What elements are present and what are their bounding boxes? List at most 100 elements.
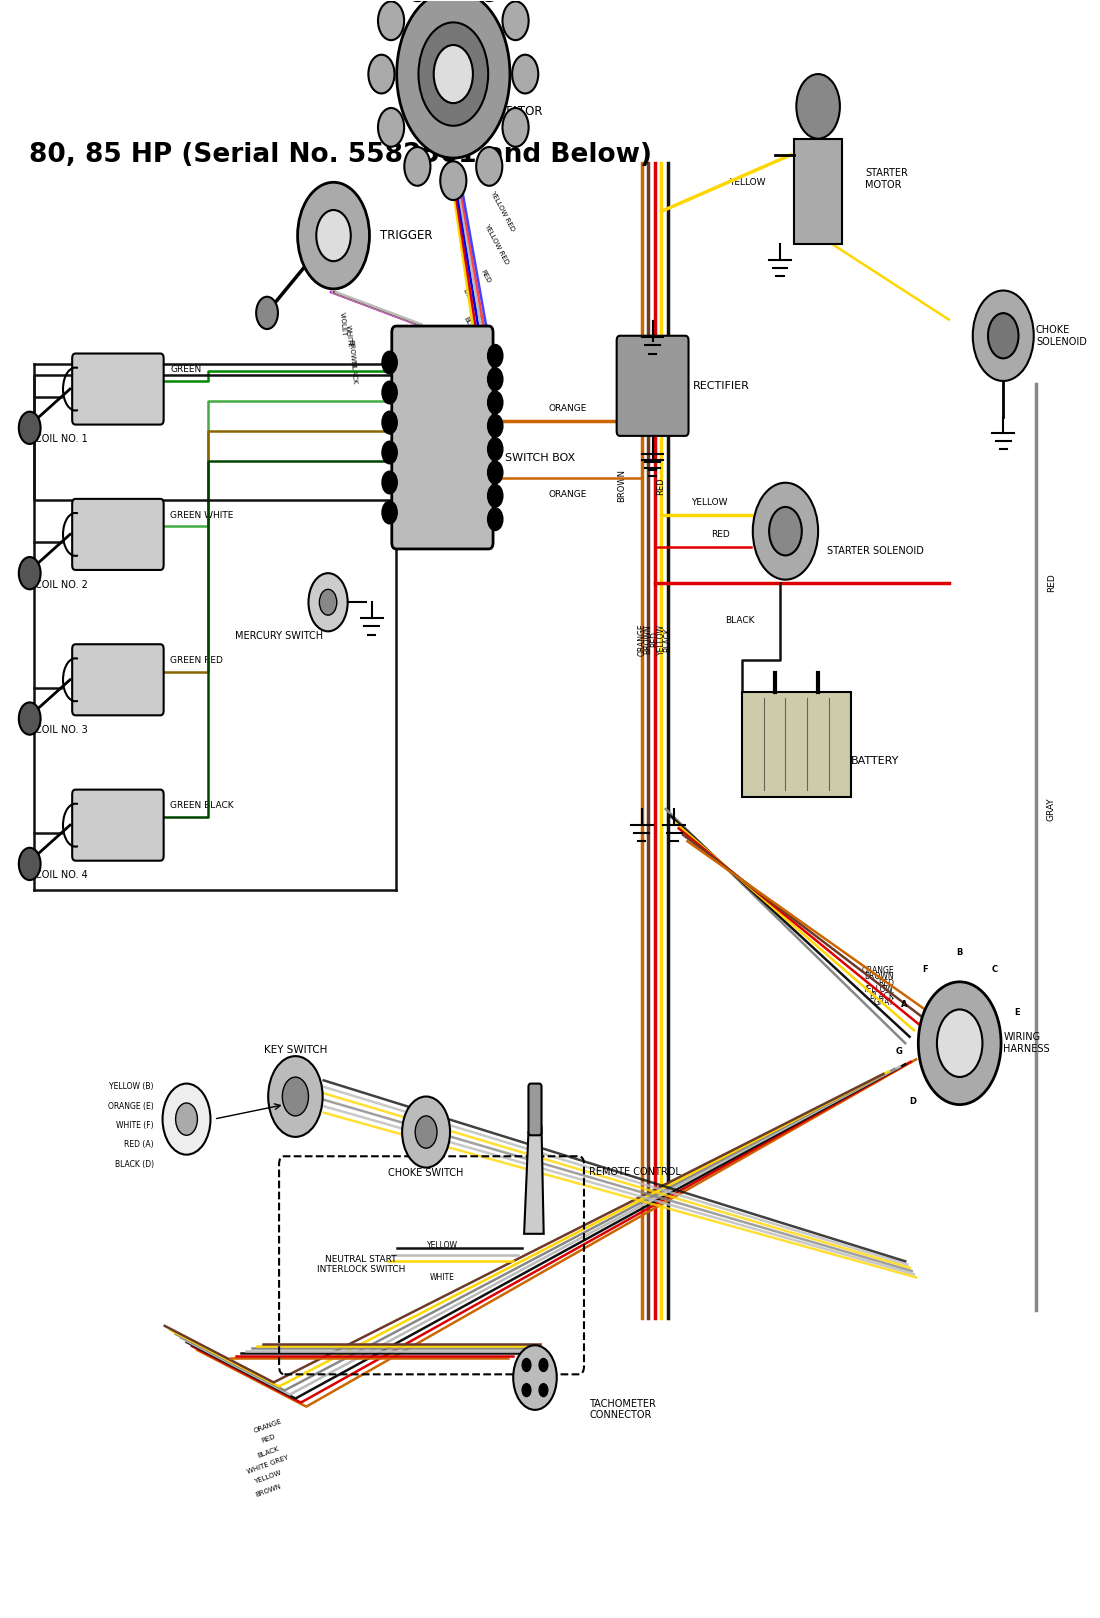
Text: TRIGGER: TRIGGER — [381, 230, 433, 243]
Circle shape — [487, 367, 503, 390]
Circle shape — [382, 471, 397, 493]
Circle shape — [415, 1116, 437, 1149]
Circle shape — [937, 1010, 982, 1078]
Text: GREEN BLACK: GREEN BLACK — [170, 801, 234, 811]
Text: YELLOW (B): YELLOW (B) — [109, 1082, 154, 1091]
Circle shape — [487, 392, 503, 414]
FancyBboxPatch shape — [528, 1084, 541, 1136]
Text: BROWN: BROWN — [617, 469, 627, 503]
Text: YELLOW: YELLOW — [864, 985, 894, 995]
Text: BLACK: BLACK — [88, 697, 118, 707]
Text: COIL NO. 3: COIL NO. 3 — [35, 725, 88, 735]
Circle shape — [514, 1345, 557, 1409]
Text: F: F — [922, 964, 927, 974]
Circle shape — [539, 1383, 548, 1396]
Text: B: B — [957, 948, 962, 958]
Circle shape — [378, 108, 404, 147]
Text: YELLOW: YELLOW — [427, 1241, 458, 1249]
Text: BLACK: BLACK — [88, 552, 118, 561]
Text: RED: RED — [878, 979, 894, 989]
Text: COIL NO. 2: COIL NO. 2 — [35, 579, 88, 589]
Text: BLACK: BLACK — [88, 408, 118, 416]
Circle shape — [317, 210, 351, 260]
Text: YELLOW RED: YELLOW RED — [484, 222, 510, 265]
Circle shape — [19, 557, 41, 589]
Circle shape — [487, 438, 503, 461]
Text: RED (A): RED (A) — [124, 1141, 154, 1149]
Text: MERCURY SWITCH: MERCURY SWITCH — [235, 631, 323, 641]
Circle shape — [283, 1078, 308, 1116]
Circle shape — [403, 1097, 450, 1168]
Text: E: E — [1014, 1008, 1020, 1016]
Text: BLUE WHITE: BLUE WHITE — [462, 288, 487, 328]
Circle shape — [487, 461, 503, 484]
Text: 80, 85 HP (Serial No. 5582561 and Below): 80, 85 HP (Serial No. 5582561 and Below) — [29, 142, 651, 168]
Text: G: G — [895, 1047, 902, 1055]
Circle shape — [405, 147, 430, 186]
Text: YELLOW RED: YELLOW RED — [490, 189, 516, 233]
Text: D: D — [910, 1097, 916, 1105]
Text: ORANGE: ORANGE — [637, 623, 646, 655]
Text: RED: RED — [480, 269, 492, 283]
Circle shape — [503, 108, 529, 147]
Text: ORANGE: ORANGE — [549, 404, 586, 413]
Circle shape — [487, 414, 503, 437]
Text: BLUE: BLUE — [463, 316, 476, 333]
Text: WHITE: WHITE — [430, 1273, 455, 1281]
Text: A: A — [901, 1000, 908, 1010]
Text: BLACK: BLACK — [256, 1445, 279, 1458]
Text: BLACK: BLACK — [88, 843, 118, 853]
Circle shape — [308, 573, 348, 631]
Circle shape — [19, 702, 41, 735]
Text: RECTIFIER: RECTIFIER — [693, 380, 750, 392]
Circle shape — [522, 1359, 531, 1372]
Text: KEY SWITCH: KEY SWITCH — [264, 1045, 327, 1055]
Circle shape — [513, 55, 538, 94]
Circle shape — [256, 296, 278, 328]
FancyBboxPatch shape — [617, 337, 689, 435]
Circle shape — [378, 2, 404, 40]
Text: COIL NO. 1: COIL NO. 1 — [35, 434, 88, 445]
Text: GREEN RED: GREEN RED — [396, 340, 437, 345]
Text: ORANGE: ORANGE — [861, 966, 894, 976]
Text: WHITE GREY: WHITE GREY — [246, 1455, 289, 1476]
Text: WHITE: WHITE — [344, 324, 352, 348]
Text: RED: RED — [656, 477, 664, 495]
Circle shape — [19, 411, 41, 443]
Text: GREEN WHITE: GREEN WHITE — [388, 387, 437, 392]
Circle shape — [752, 482, 818, 579]
Text: VIOLET: VIOLET — [412, 451, 437, 456]
Circle shape — [19, 848, 41, 880]
FancyBboxPatch shape — [73, 498, 164, 570]
Circle shape — [298, 183, 370, 290]
Text: GREEN WHITE: GREEN WHITE — [170, 511, 233, 519]
Text: YELLOW: YELLOW — [729, 178, 766, 186]
Circle shape — [487, 484, 503, 506]
Text: ORANGE (E): ORANGE (E) — [108, 1102, 154, 1110]
Text: BLACK: BLACK — [663, 626, 672, 652]
Text: STARTER SOLENOID: STARTER SOLENOID — [827, 545, 924, 555]
Text: CHOKE SWITCH: CHOKE SWITCH — [388, 1168, 464, 1178]
Circle shape — [163, 1084, 210, 1155]
Circle shape — [268, 1057, 322, 1137]
Text: ORANGE: ORANGE — [253, 1417, 283, 1434]
Polygon shape — [524, 1128, 543, 1235]
Text: SWITCH BOX: SWITCH BOX — [505, 453, 575, 463]
Text: GREEN: GREEN — [412, 472, 437, 477]
Circle shape — [382, 502, 397, 524]
Text: COIL NO. 4: COIL NO. 4 — [35, 870, 88, 880]
Circle shape — [440, 162, 466, 201]
Circle shape — [319, 589, 337, 615]
Text: RED: RED — [261, 1434, 276, 1445]
Circle shape — [503, 2, 529, 40]
Text: BROWN: BROWN — [410, 362, 437, 367]
Text: GREEN: GREEN — [170, 366, 201, 374]
Text: YELLOW: YELLOW — [657, 625, 665, 655]
Circle shape — [988, 314, 1019, 358]
FancyBboxPatch shape — [392, 327, 493, 549]
Circle shape — [487, 508, 503, 531]
Text: BROWN: BROWN — [644, 625, 652, 654]
Text: VIOLET: VIOLET — [339, 312, 348, 337]
Text: GREEN RED: GREEN RED — [170, 655, 223, 665]
Circle shape — [796, 74, 840, 139]
